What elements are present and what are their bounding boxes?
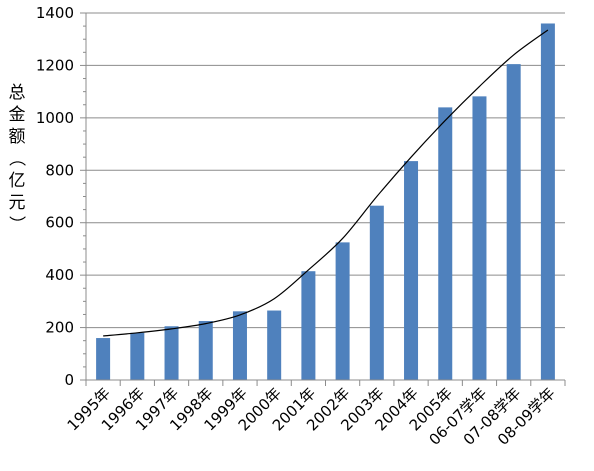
y-tick-label: 600 [45,214,74,232]
y-tick-label: 800 [45,161,74,179]
bar-2003年 [369,205,384,380]
bar-07-08学年 [506,64,521,380]
bar-06-07学年 [472,96,487,381]
bar-1999年 [232,311,247,380]
bar-2004年 [404,161,419,380]
y-axis-title-char: （ [6,150,26,167]
axes [80,12,566,386]
y-axis-title-char: 额 [9,127,26,147]
bar-08-09学年 [540,23,555,380]
y-axis-title-char: 总 [9,83,26,103]
y-tick-label: 400 [45,266,74,284]
y-tick-label: 1000 [36,109,74,127]
y-tick-label: 1400 [36,4,74,22]
bar-1998年 [198,321,213,380]
y-axis-title: 总金额 （ 亿元 ） [6,83,26,233]
bar-2002年 [335,242,350,380]
bar-series [96,23,555,381]
bar-2000年 [267,310,282,380]
gridlines [86,12,565,329]
bar-1997年 [164,326,179,380]
bar-2001年 [301,271,316,380]
y-axis-title-char: 元 [9,193,26,213]
y-axis-title-char: 金 [9,105,26,125]
trendline [103,29,549,337]
trendline-layer [103,29,549,337]
bar-2005年 [438,107,453,380]
bar-1995年 [96,338,111,380]
y-axis-title-char: ） [6,216,26,233]
bar-1996年 [130,332,145,380]
y-tick-label: 0 [64,371,74,389]
y-tick-label: 200 [45,319,74,337]
y-axis-title-char: 亿 [9,171,26,191]
y-tick-label: 1200 [36,56,74,74]
y-tick-labels: 0 200 400 600 800 1000 1200 1400 [36,4,74,389]
x-tick-labels: 1995年1996年1997年1998年1999年2000年2001年2002年… [64,384,559,449]
